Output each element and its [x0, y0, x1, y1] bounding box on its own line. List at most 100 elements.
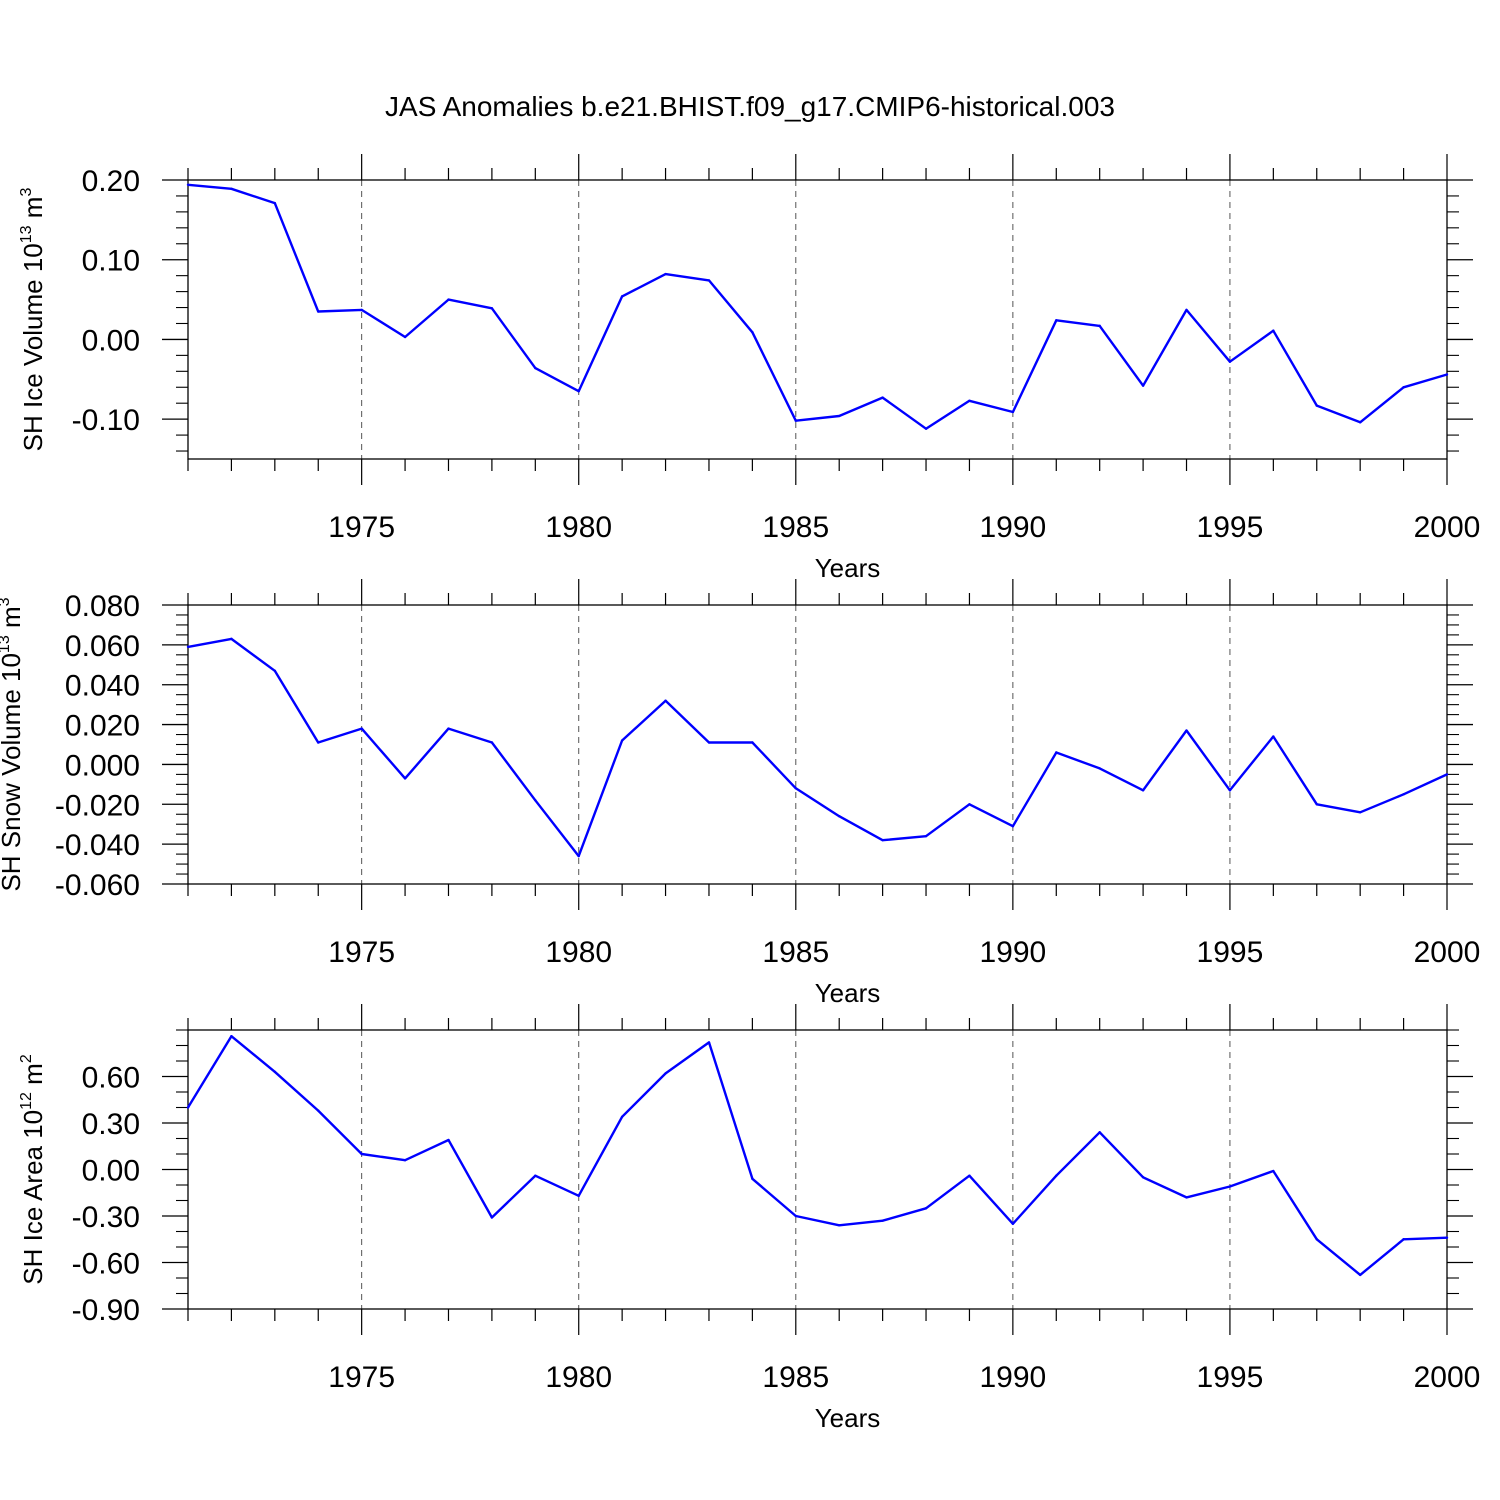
- data-point: [1315, 1238, 1318, 1241]
- data-point: [968, 1174, 971, 1177]
- data-point: [1402, 1238, 1405, 1241]
- y-axis-label-text: m: [18, 1063, 48, 1092]
- x-tick-label: 1980: [545, 511, 612, 544]
- data-point: [924, 834, 928, 838]
- data-point: [186, 183, 190, 186]
- data-point: [707, 1041, 711, 1044]
- data-point: [534, 799, 537, 802]
- data-point: [577, 854, 580, 858]
- x-tick-label: 1990: [979, 1361, 1046, 1394]
- y-tick-label: 0.040: [65, 670, 140, 703]
- y-tick-label: -0.040: [55, 829, 140, 862]
- data-point: [620, 295, 624, 298]
- data-point: [620, 1115, 624, 1119]
- data-point: [1272, 329, 1275, 332]
- data-point: [968, 399, 971, 403]
- data-point: [1315, 404, 1318, 407]
- y-axis-label-text: SH Ice Area 10: [18, 1110, 48, 1285]
- x-tick-label: 2000: [1414, 1361, 1481, 1394]
- data-point: [1098, 324, 1101, 328]
- data-point: [1185, 729, 1188, 732]
- data-point: [707, 279, 711, 282]
- y-tick-label: 0.00: [82, 324, 140, 357]
- y-tick-label: 0.000: [65, 749, 140, 782]
- panel-1: 0.20 0.10 0.00 -0.10 1975 1980 1985 1990 1995 200…: [18, 154, 1480, 583]
- y-axis-label-text: SH Ice Volume 10: [18, 243, 48, 451]
- data-point: [317, 1109, 320, 1112]
- data-point: [924, 427, 928, 430]
- data-point: [1098, 767, 1101, 770]
- data-point: [577, 1194, 580, 1198]
- data-point: [230, 1035, 233, 1038]
- y-axis-label-superscript: 13: [0, 635, 13, 653]
- x-tick-label: 1975: [328, 1361, 395, 1394]
- data-point: [1445, 773, 1449, 776]
- x-tick-label: 2000: [1414, 936, 1481, 969]
- y-axis-label-superscript: 3: [18, 188, 35, 197]
- y-axis-label: SH Ice Area 1012 m2: [18, 1054, 48, 1285]
- y-tick-label: -0.10: [72, 404, 140, 437]
- series-line: [187, 637, 1448, 858]
- data-point: [1098, 1131, 1101, 1134]
- y-axis-label-text: m: [0, 606, 26, 635]
- data-point: [1185, 1196, 1188, 1199]
- data-point: [230, 637, 233, 641]
- y-axis-label-text: m: [18, 197, 48, 226]
- x-tick-label: 1995: [1197, 511, 1264, 544]
- y-axis-label-superscript: 3: [0, 597, 13, 606]
- data-point: [490, 1216, 494, 1219]
- y-axis-label-superscript: 2: [18, 1054, 35, 1063]
- data-point: [317, 310, 320, 313]
- data-point: [1141, 384, 1145, 387]
- data-point: [1011, 1222, 1015, 1225]
- data-point: [403, 1159, 407, 1162]
- y-tick-label: -0.30: [72, 1201, 140, 1234]
- data-point: [664, 1072, 667, 1075]
- data-point: [1011, 410, 1015, 414]
- data-point: [490, 741, 494, 744]
- y-tick-label: 0.00: [82, 1155, 140, 1188]
- y-axis-label-superscript: 13: [18, 225, 35, 243]
- y-axis-label-superscript: 12: [18, 1092, 35, 1110]
- data-point: [794, 787, 797, 790]
- x-axis-label: Years: [815, 553, 881, 583]
- data-point: [230, 187, 233, 190]
- data-point: [1228, 360, 1232, 363]
- data-point: [273, 669, 277, 672]
- data-point: [664, 272, 667, 276]
- data-point: [1358, 1273, 1362, 1277]
- data-point: [447, 1138, 450, 1142]
- data-point: [924, 1207, 928, 1210]
- data-point: [577, 390, 580, 393]
- data-point: [360, 1152, 363, 1156]
- data-point: [360, 308, 363, 312]
- data-point: [1141, 1176, 1145, 1179]
- data-point: [273, 201, 277, 205]
- data-point: [1228, 789, 1232, 792]
- chart-title: JAS Anomalies b.e21.BHIST.f09_g17.CMIP6-…: [385, 91, 1115, 122]
- data-point: [1228, 1185, 1232, 1188]
- y-tick-label: -0.020: [55, 789, 140, 822]
- data-point: [317, 741, 320, 744]
- x-tick-label: 1980: [545, 936, 612, 969]
- y-axis-label-text: SH Snow Volume 10: [0, 653, 26, 891]
- x-tick-label: 2000: [1414, 511, 1481, 544]
- plot-frame: [187, 1029, 1448, 1310]
- data-point: [1272, 735, 1275, 738]
- y-tick-label: -0.90: [72, 1294, 140, 1327]
- data-point: [1445, 373, 1449, 376]
- y-tick-label: 0.020: [65, 710, 140, 743]
- data-point: [751, 741, 754, 744]
- panel-2: 0.080 0.060 0.040 0.020 0.000 -0.020 -0.040 -0.…: [0, 579, 1480, 1008]
- data-point: [1272, 1169, 1275, 1173]
- data-point: [881, 838, 884, 842]
- y-tick-label: 0.30: [82, 1108, 140, 1141]
- x-tick-label: 1985: [762, 511, 829, 544]
- data-point: [664, 699, 667, 702]
- data-point: [1141, 789, 1145, 792]
- data-point: [707, 741, 711, 744]
- panel-3: 0.60 0.30 0.00 -0.30 -0.60 -0.90 1975 1980 1985 1…: [18, 1004, 1480, 1433]
- data-point: [403, 777, 407, 780]
- y-axis-label: SH Snow Volume 1013 m3: [0, 597, 26, 891]
